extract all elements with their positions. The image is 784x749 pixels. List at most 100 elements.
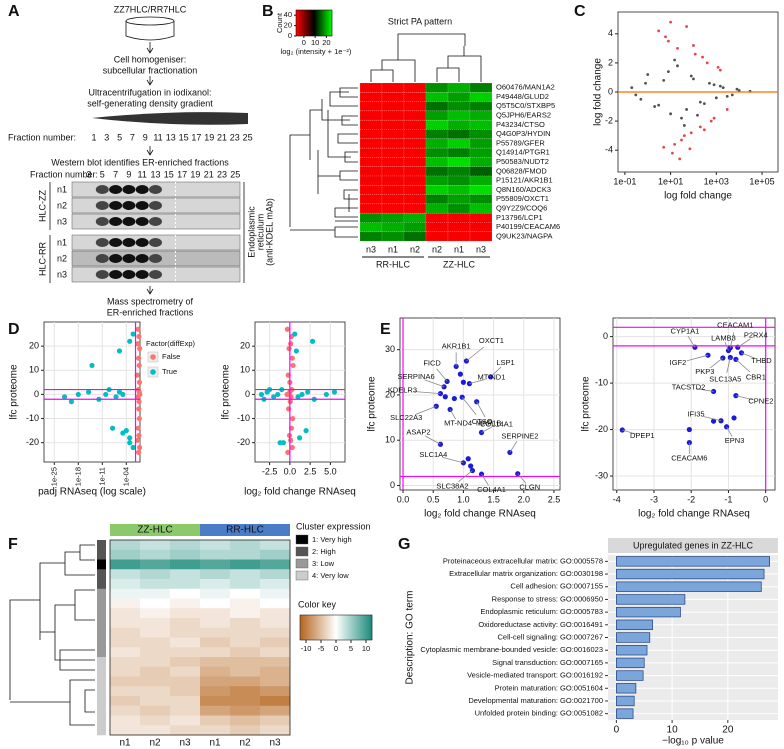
- point: [698, 125, 702, 129]
- heat-cell: [425, 101, 449, 111]
- heat-cell: [359, 157, 383, 167]
- heat-cell: [230, 540, 261, 551]
- label-arrow: [490, 366, 502, 378]
- point: [136, 362, 142, 369]
- bar: [616, 670, 644, 681]
- group-label: RR-HLC: [226, 525, 264, 536]
- heat-cell: [359, 222, 383, 232]
- heat-cell: [230, 666, 261, 677]
- bar: [616, 632, 651, 643]
- heat-cell: [230, 705, 261, 716]
- legend-title: Cluster expression: [296, 521, 371, 531]
- point-label: P2RX4: [744, 330, 768, 339]
- key-swatch: [303, 615, 305, 640]
- point: [698, 100, 702, 104]
- blot-band: [135, 201, 149, 210]
- x-tick-label: 1e-18: [73, 467, 82, 486]
- y-tick-label: Proteinaceous extracellular matrix: GO:0…: [443, 556, 603, 565]
- fraction-number: 25: [230, 169, 240, 179]
- y-axis-label: lfc proteome: [367, 376, 378, 431]
- heat-cell: [425, 185, 449, 195]
- heat-cell: [260, 696, 291, 707]
- point: [664, 35, 667, 39]
- point: [288, 341, 294, 347]
- blot-band: [122, 270, 136, 279]
- point: [676, 46, 679, 50]
- chart-title: Upregulated genes in ZZ-HLC: [633, 540, 754, 550]
- y-tick-label: Cell-cell signaling: GO:0007267: [498, 632, 603, 641]
- point: [305, 389, 311, 395]
- panel-label: C: [574, 3, 586, 20]
- blot-band: [109, 254, 123, 263]
- blot-band: [149, 185, 162, 194]
- key-swatch: [356, 615, 358, 640]
- bar: [616, 708, 634, 719]
- key-tick-label: 10: [311, 38, 319, 47]
- blot-band: [135, 185, 149, 194]
- key-frame: [295, 9, 333, 37]
- column-label: n1: [119, 738, 131, 749]
- key-swatch: [322, 615, 324, 640]
- key-swatch: [310, 615, 312, 640]
- heat-cell: [170, 588, 201, 599]
- point: [653, 105, 657, 108]
- heat-cell: [425, 175, 449, 186]
- label-arrow: [424, 379, 445, 388]
- lane-label: n3: [57, 269, 67, 279]
- protocol-graphics: [49, 16, 248, 295]
- row-label: Q14914/PTGR1: [496, 148, 550, 157]
- heat-cell: [403, 194, 427, 205]
- bar: [616, 594, 686, 605]
- label-arrow: [466, 346, 485, 362]
- x-tick-label: 2.0: [518, 494, 531, 504]
- fraction-number: 9: [143, 132, 148, 142]
- cluster-bar: [97, 588, 106, 599]
- key-swatch: [337, 615, 339, 640]
- y-tick-label: -20: [237, 437, 250, 447]
- heat-cell: [425, 203, 449, 214]
- heat-cell: [200, 637, 231, 648]
- x-tick-label: 5.0: [324, 466, 337, 476]
- key-swatch: [320, 10, 322, 36]
- heat-cell: [200, 627, 231, 638]
- y-tick-label: -4: [605, 145, 613, 155]
- heat-cell: [200, 647, 231, 658]
- y-axis-label: lfc proteome: [9, 364, 20, 419]
- panel-label: F: [8, 536, 18, 553]
- legend-label: 4: Very low: [312, 571, 349, 580]
- x-axis-label: padj RNAseq (log scale): [38, 487, 146, 498]
- key-swatch: [306, 10, 308, 36]
- heat-cell: [170, 608, 201, 619]
- cluster-bar: [97, 637, 106, 648]
- row-label: Q06828/FMOD: [496, 166, 547, 175]
- key-swatch: [335, 615, 337, 640]
- key-swatch: [354, 615, 356, 640]
- label-arrow: [413, 391, 441, 394]
- key-swatch: [359, 615, 361, 640]
- label-arrow: [735, 359, 751, 373]
- heat-cell: [170, 725, 201, 736]
- blot-band: [149, 254, 162, 263]
- point: [727, 354, 733, 361]
- point: [451, 395, 457, 402]
- key-swatch: [305, 615, 307, 640]
- fraction-number: 5: [117, 132, 122, 142]
- heat-cell: [381, 138, 405, 149]
- heat-cell: [469, 166, 493, 177]
- point-label: MAP1B: [476, 419, 501, 428]
- label-arrow: [729, 332, 735, 348]
- heat-cell: [170, 618, 201, 629]
- point: [285, 449, 291, 455]
- point: [286, 406, 292, 412]
- key-tick-label: 40: [284, 10, 292, 19]
- group-label: HLC-RR: [37, 242, 47, 277]
- key-swatch: [331, 10, 333, 36]
- point: [130, 331, 136, 337]
- key-swatch: [343, 615, 345, 640]
- heat-cell: [140, 637, 171, 648]
- heat-frame: [109, 539, 291, 736]
- heat-cell: [230, 657, 261, 668]
- column-label: n2: [432, 244, 442, 254]
- fraction-number: 7: [130, 132, 135, 142]
- key-swatch: [308, 10, 310, 36]
